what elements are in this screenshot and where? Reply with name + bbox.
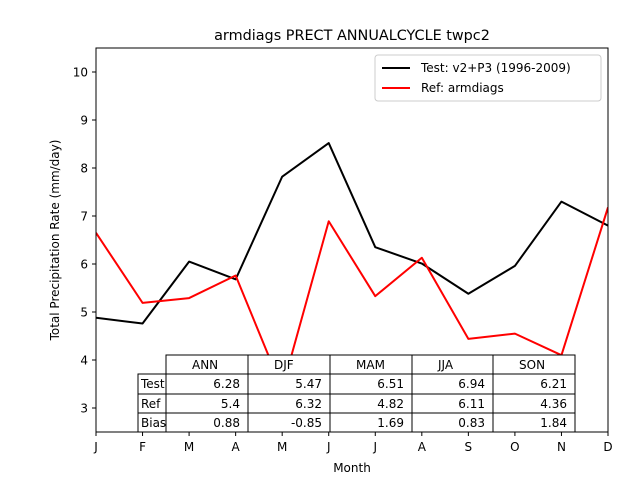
x-tick-label: A <box>418 440 427 454</box>
x-tick-label: F <box>139 440 146 454</box>
table-column-header: JJA <box>437 358 454 372</box>
table-column-header: ANN <box>192 358 218 372</box>
table-value: 6.28 <box>213 377 240 391</box>
y-tick-label: 3 <box>80 402 88 416</box>
x-tick-label: S <box>465 440 473 454</box>
legend-box <box>374 54 602 102</box>
x-tick-label: N <box>557 440 566 454</box>
plot-frame <box>95 47 609 433</box>
table-value: 6.21 <box>540 377 567 391</box>
x-tick-label: D <box>603 440 612 454</box>
table-column-header: MAM <box>356 358 385 372</box>
y-tick-label: 7 <box>80 210 88 224</box>
table-column-header: SON <box>519 358 545 372</box>
table-row-label: Test <box>140 377 165 391</box>
y-tick-label: 6 <box>80 258 88 272</box>
table-value: 1.69 <box>377 416 404 430</box>
x-axis-label: Month <box>333 461 371 475</box>
table-column-header: DJF <box>274 358 294 372</box>
y-tick-label: 5 <box>80 306 88 320</box>
x-tick-label: O <box>510 440 519 454</box>
y-tick-label: 8 <box>80 162 88 176</box>
chart-title: armdiags PRECT ANNUALCYCLE twpc2 <box>214 28 490 44</box>
legend-label-ref: Ref: armdiags <box>421 81 504 95</box>
x-tick-label: A <box>232 440 241 454</box>
x-tick-label: M <box>277 440 287 454</box>
legend-label-test: Test: v2+P3 (1996-2009) <box>420 61 571 75</box>
table-value: 6.11 <box>458 397 485 411</box>
table-value: 4.82 <box>377 397 404 411</box>
table-value: 1.84 <box>540 416 567 430</box>
table-row-label: Bias <box>141 416 166 430</box>
stats-table: ANN DJF MAM JJA SON Test 6.28 5.47 6.51 6.94 6.21 R… <box>137 354 576 433</box>
series-line-test <box>96 142 608 325</box>
x-tick-label: J <box>326 440 331 454</box>
table-value: 4.36 <box>540 397 567 411</box>
y-tick-label: 4 <box>80 354 88 368</box>
y-tick-label: 10 <box>73 66 88 80</box>
table-value: -0.85 <box>291 416 322 430</box>
table-row-label: Ref <box>141 397 161 411</box>
table-value: 5.47 <box>295 377 322 391</box>
y-axis-label: Total Precipitation Rate (mm/day) <box>48 140 62 342</box>
table-value: 6.32 <box>295 397 322 411</box>
table-value: 0.88 <box>213 416 240 430</box>
table-value: 0.83 <box>458 416 485 430</box>
y-tick-label: 9 <box>80 114 88 128</box>
x-tick-label: J <box>372 440 377 454</box>
table-value: 5.4 <box>221 397 240 411</box>
x-tick-label: M <box>184 440 194 454</box>
series-line-ref <box>96 207 608 390</box>
legend: Test: v2+P3 (1996-2009) Ref: armdiags <box>374 54 602 102</box>
x-tick-label: J <box>93 440 98 454</box>
table-value: 6.51 <box>377 377 404 391</box>
table-value: 6.94 <box>458 377 485 391</box>
